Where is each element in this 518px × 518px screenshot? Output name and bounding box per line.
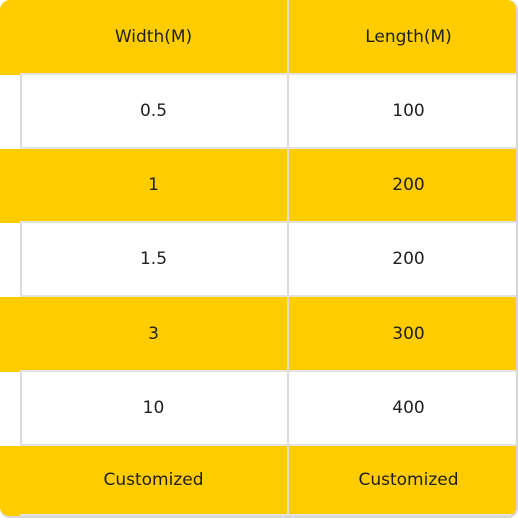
column-header-length: Length(M): [288, 0, 516, 75]
table-cell-length: 400: [288, 370, 516, 446]
cell-value: Customized: [358, 469, 459, 490]
cell-value: 1: [148, 175, 159, 196]
table-cell-width: 1: [0, 148, 289, 224]
cell-value: 200: [392, 249, 425, 270]
table-row: 3 300: [0, 296, 516, 372]
table-row: 1 200: [0, 148, 516, 224]
table-cell-length: 200: [288, 148, 516, 224]
table-row: 1.5 200: [0, 222, 516, 298]
column-header-width-label: Width(M): [114, 26, 193, 47]
column-header-width: Width(M): [0, 0, 289, 75]
table-cell-width: 0.5: [0, 74, 289, 150]
table-row: 0.5 100: [0, 74, 516, 150]
table-cell-width: 1.5: [0, 222, 289, 298]
cell-value: 400: [392, 397, 425, 418]
table-cell-length: 100: [288, 74, 516, 150]
cell-value: 1.5: [139, 249, 168, 270]
table-cell-length: 300: [288, 296, 516, 372]
table-header-row: Width(M) Length(M): [0, 0, 516, 75]
table-row: Customized Customized: [0, 444, 516, 516]
cell-value: Customized: [103, 469, 204, 490]
table-cell-width: 3: [0, 296, 289, 372]
cell-value: 10: [142, 397, 165, 418]
table-cell-length: Customized: [288, 444, 516, 516]
table-cell-width: Customized: [0, 444, 289, 516]
cell-value: 300: [392, 323, 425, 344]
cell-value: 0.5: [139, 101, 168, 122]
table-cell-width: 10: [0, 370, 289, 446]
cell-value: 200: [392, 175, 425, 196]
cell-value: 3: [148, 323, 159, 344]
cell-value: 100: [392, 101, 425, 122]
table-cell-length: 200: [288, 222, 516, 298]
column-header-length-label: Length(M): [365, 26, 452, 47]
table-row: 10 400: [0, 370, 516, 446]
